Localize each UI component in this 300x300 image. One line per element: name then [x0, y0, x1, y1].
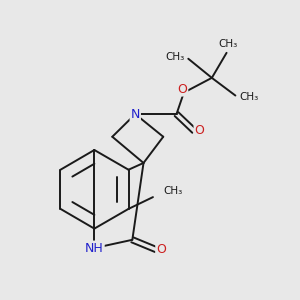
Text: CH₃: CH₃: [239, 92, 258, 102]
Text: CH₃: CH₃: [166, 52, 185, 62]
Text: CH₃: CH₃: [163, 186, 182, 196]
Text: NH: NH: [85, 242, 104, 254]
Text: CH₃: CH₃: [218, 39, 238, 49]
Text: N: N: [130, 108, 140, 121]
Text: O: O: [156, 243, 166, 256]
Text: O: O: [194, 124, 204, 137]
Text: O: O: [178, 82, 187, 95]
